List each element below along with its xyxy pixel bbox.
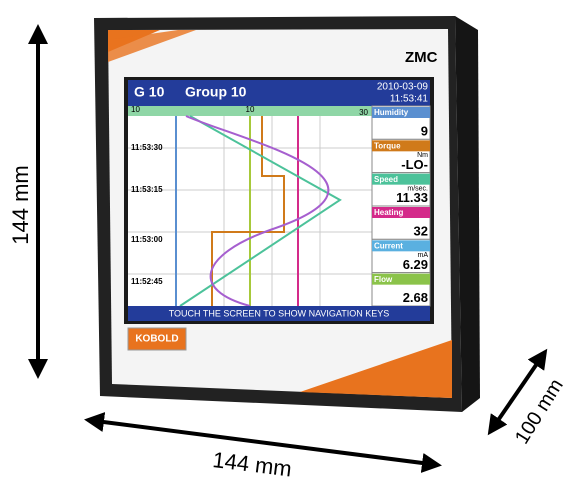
trend-lines xyxy=(175,115,342,307)
footer-text: TOUCH THE SCREEN TO SHOW NAVIGATION KEYS xyxy=(169,308,390,318)
channel-tag xyxy=(372,240,430,252)
channel-name: Heating xyxy=(374,208,403,217)
channel-panel: Humidity 9 Torque Nm-LO-Speed m/sec.11.33 Hea… xyxy=(371,105,431,307)
group-name: Group 10 xyxy=(185,84,247,100)
channel-tag xyxy=(372,107,430,118)
scale-bar xyxy=(128,106,372,116)
channel-value: 32 xyxy=(414,223,428,238)
channel-unit: mA xyxy=(418,252,429,259)
channel-name: Humidity xyxy=(374,108,409,117)
scale-label: 10 xyxy=(131,105,140,114)
screen-header xyxy=(128,80,430,106)
width-label: 144 mm xyxy=(211,447,293,480)
channel-value: 9 xyxy=(421,123,428,138)
model-label: ZMC xyxy=(405,49,438,66)
channel-value: 6.29 xyxy=(403,257,428,272)
channel-value: -LO- xyxy=(401,157,428,172)
scale-label: 30 xyxy=(359,108,368,117)
channel-name: Flow xyxy=(374,275,393,284)
depth-arrow xyxy=(487,348,548,436)
channel-name: Current xyxy=(374,241,403,250)
channel-unit: m/sec. xyxy=(407,186,428,193)
width-arrow xyxy=(84,412,442,473)
scale-label: 10 xyxy=(246,105,255,114)
time-label: 11:52:45 xyxy=(131,277,163,286)
corner-accent xyxy=(300,340,452,398)
time-label: 11:53:15 xyxy=(131,185,163,194)
height-label: 144 mm xyxy=(8,165,33,244)
time: 11:53:41 xyxy=(390,94,429,105)
time-label: 11:53:30 xyxy=(131,143,163,152)
stripe xyxy=(108,30,196,62)
channel-tag xyxy=(372,207,430,218)
screen-footer xyxy=(128,306,430,321)
channel-value: 11.33 xyxy=(396,190,428,205)
logo-text: KOBOLD xyxy=(135,334,178,345)
logo xyxy=(127,327,187,351)
channel-name: Speed xyxy=(374,175,398,184)
channel-unit: Nm xyxy=(417,152,428,159)
channel-tag xyxy=(372,140,430,152)
channel-tag xyxy=(372,273,430,285)
channel-value: 2.68 xyxy=(403,290,428,305)
device-side xyxy=(455,16,480,412)
channel-name: Torque xyxy=(374,141,401,150)
date: 2010-03-09 xyxy=(377,82,429,93)
time-label: 11:53:00 xyxy=(131,235,163,244)
channel-tag xyxy=(372,173,430,185)
group-id: G 10 xyxy=(134,84,165,100)
